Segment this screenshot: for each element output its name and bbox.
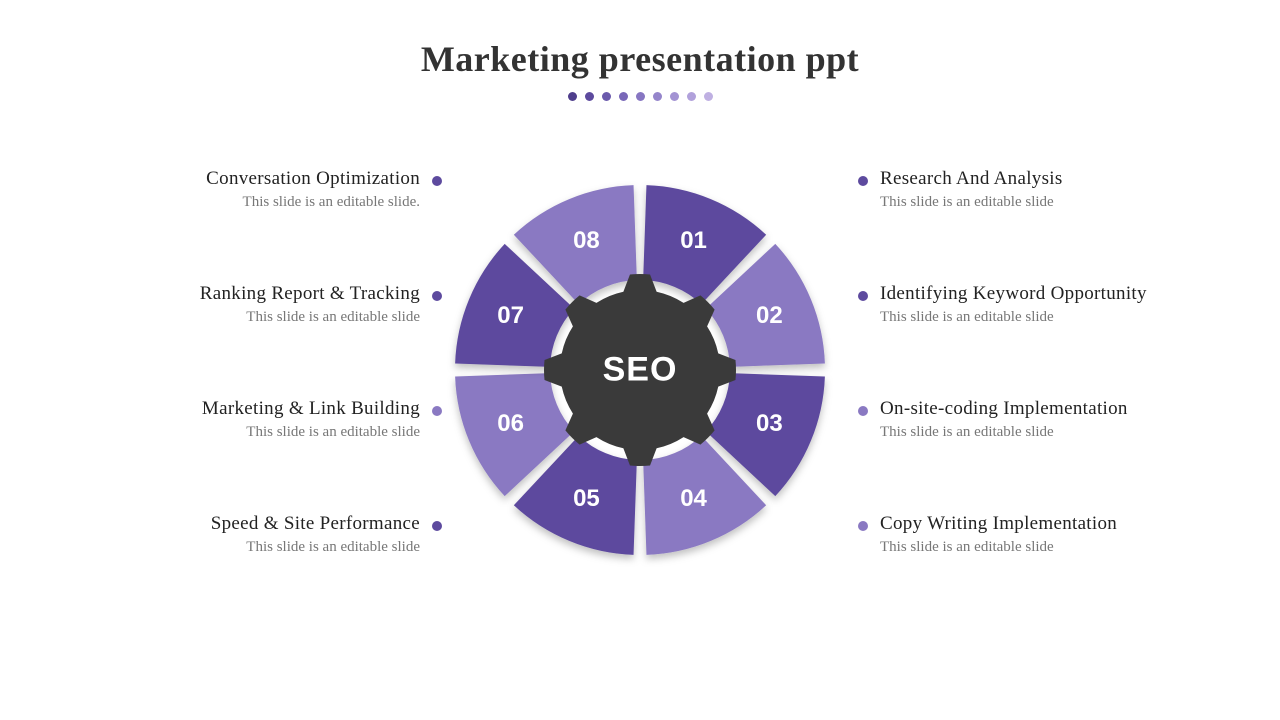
- info-item: Marketing & Link Building This slide is a…: [80, 398, 420, 441]
- info-item-title: Ranking Report & Tracking: [80, 283, 420, 305]
- title-dots: [0, 92, 1280, 101]
- info-item-sub: This slide is an editable slide: [880, 424, 1220, 441]
- info-item-sub: This slide is an editable slide: [80, 539, 420, 556]
- info-item: Identifying Keyword Opportunity This slid…: [880, 283, 1220, 326]
- info-item-title: Speed & Site Performance: [80, 513, 420, 535]
- title-dot: [585, 92, 594, 101]
- info-item-sub: This slide is an editable slide: [80, 309, 420, 326]
- info-item: Copy Writing Implementation This slide is…: [880, 513, 1220, 556]
- bullet-icon: [858, 406, 868, 416]
- info-item-title: On-site-coding Implementation: [880, 398, 1220, 420]
- info-item-sub: This slide is an editable slide: [880, 194, 1220, 211]
- info-item: Speed & Site Performance This slide is an…: [80, 513, 420, 556]
- info-item-sub: This slide is an editable slide: [880, 539, 1220, 556]
- gear-icon: [544, 274, 736, 466]
- title-dot: [636, 92, 645, 101]
- title-dot: [653, 92, 662, 101]
- info-item-title: Copy Writing Implementation: [880, 513, 1220, 535]
- right-item-list: Research And Analysis This slide is an ed…: [880, 168, 1220, 556]
- info-item: Conversation Optimization This slide is a…: [80, 168, 420, 211]
- info-item-title: Conversation Optimization: [80, 168, 420, 190]
- title-dot: [619, 92, 628, 101]
- left-item-list: Conversation Optimization This slide is a…: [80, 168, 420, 556]
- seo-wheel-svg: [440, 170, 840, 570]
- seo-wheel-diagram: SEO 0102030405060708: [440, 170, 840, 570]
- info-item: On-site-coding Implementation This slide …: [880, 398, 1220, 441]
- info-item: Research And Analysis This slide is an ed…: [880, 168, 1220, 211]
- slide-title: Marketing presentation ppt: [0, 38, 1280, 80]
- title-dot: [602, 92, 611, 101]
- slide-root: Marketing presentation ppt Conversation …: [0, 0, 1280, 720]
- bullet-icon: [858, 176, 868, 186]
- title-dot: [670, 92, 679, 101]
- title-dot: [687, 92, 696, 101]
- info-item-title: Identifying Keyword Opportunity: [880, 283, 1220, 305]
- bullet-icon: [858, 521, 868, 531]
- title-dot: [568, 92, 577, 101]
- info-item-sub: This slide is an editable slide.: [80, 194, 420, 211]
- bullet-icon: [858, 291, 868, 301]
- info-item-sub: This slide is an editable slide: [880, 309, 1220, 326]
- info-item-title: Marketing & Link Building: [80, 398, 420, 420]
- info-item-title: Research And Analysis: [880, 168, 1220, 190]
- title-dot: [704, 92, 713, 101]
- info-item: Ranking Report & Tracking This slide is a…: [80, 283, 420, 326]
- info-item-sub: This slide is an editable slide: [80, 424, 420, 441]
